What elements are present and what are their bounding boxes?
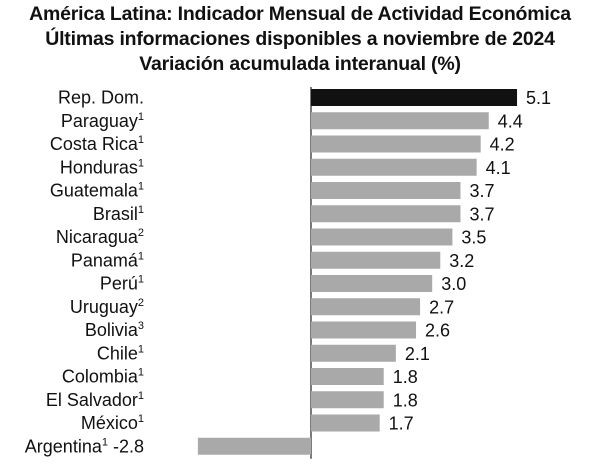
value-label: 2.7 bbox=[429, 297, 454, 317]
bar bbox=[311, 182, 461, 199]
bar bbox=[197, 437, 311, 455]
category-label: Colombia1 bbox=[62, 367, 144, 387]
bar bbox=[311, 135, 481, 153]
category-label: Rep. Dom. bbox=[58, 88, 144, 108]
category-label: Perú1 bbox=[100, 274, 144, 294]
chart-title: América Latina: Indicador Mensual de Act… bbox=[29, 3, 571, 25]
value-label: 5.1 bbox=[526, 88, 551, 108]
bar bbox=[311, 368, 384, 385]
bar bbox=[311, 89, 518, 106]
category-label: Guatemala1 bbox=[50, 181, 144, 201]
value-label: 1.7 bbox=[389, 414, 414, 434]
bar bbox=[311, 205, 461, 223]
bar bbox=[311, 391, 384, 409]
bar bbox=[311, 414, 380, 432]
category-label: Argentina1 -2.8 bbox=[25, 436, 144, 456]
chart-subtitle: Últimas informaciones disponibles a novi… bbox=[45, 28, 555, 50]
chart-titles: América Latina: Indicador Mensual de Act… bbox=[0, 2, 600, 77]
value-label: 3.7 bbox=[469, 204, 494, 224]
category-label: Brasil1 bbox=[93, 204, 144, 224]
value-label: 1.8 bbox=[393, 367, 418, 387]
bar bbox=[311, 275, 433, 292]
value-label: 2.1 bbox=[405, 344, 430, 364]
value-label: 4.4 bbox=[498, 111, 523, 131]
category-label: Nicaragua2 bbox=[56, 227, 144, 247]
chart-subtitle-2: Variación acumulada interanual (%) bbox=[139, 53, 461, 75]
bar bbox=[311, 321, 417, 339]
value-label: 2.6 bbox=[425, 321, 450, 341]
bar bbox=[311, 112, 489, 130]
category-label: Honduras1 bbox=[60, 157, 144, 177]
category-label: Uruguay2 bbox=[70, 297, 144, 317]
category-label: Costa Rica1 bbox=[50, 134, 144, 154]
value-label: 4.1 bbox=[486, 158, 511, 178]
value-label: 1.8 bbox=[393, 390, 418, 410]
category-label: México1 bbox=[81, 413, 144, 433]
category-label: Bolivia3 bbox=[85, 320, 144, 340]
bar bbox=[311, 344, 396, 362]
value-label: 3.2 bbox=[449, 251, 474, 271]
bar bbox=[311, 228, 453, 246]
bar bbox=[311, 251, 441, 269]
value-label: 3.7 bbox=[469, 181, 494, 201]
category-label: Chile1 bbox=[97, 343, 144, 363]
bar bbox=[311, 298, 421, 316]
category-label: Panamá1 bbox=[71, 250, 144, 270]
value-label: 4.2 bbox=[490, 135, 515, 155]
bar bbox=[311, 158, 477, 176]
value-label: 3.0 bbox=[441, 274, 466, 294]
category-label: Paraguay1 bbox=[61, 111, 144, 131]
value-label: 3.5 bbox=[461, 228, 486, 248]
category-label: El Salvador1 bbox=[46, 390, 144, 410]
